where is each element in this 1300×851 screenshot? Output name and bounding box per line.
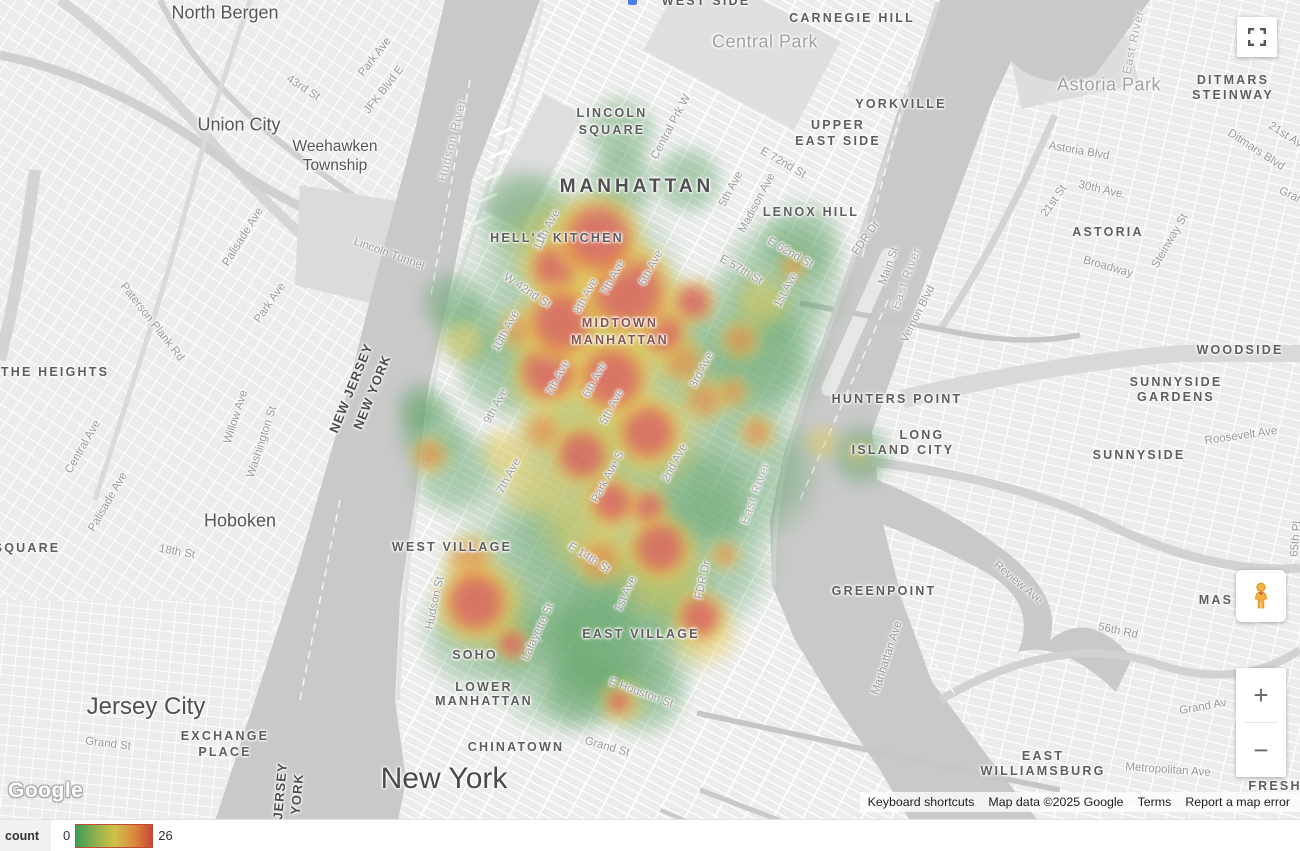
zoom-control: + − [1236, 668, 1286, 777]
zoom-divider [1244, 722, 1278, 723]
keyboard-shortcuts-link[interactable]: Keyboard shortcuts [867, 795, 975, 809]
place-marker-icon [628, 0, 637, 5]
legend-title: count [0, 820, 51, 851]
legend-max-value: 26 [158, 828, 173, 843]
pegman-icon [1255, 582, 1267, 609]
terms-link[interactable]: Terms [1137, 795, 1172, 809]
map-data-copyright: Map data ©2025 Google [988, 795, 1124, 809]
google-logo[interactable]: Google [8, 779, 84, 802]
legend-gradient-bar [75, 823, 154, 848]
report-map-error-link[interactable]: Report a map error [1185, 795, 1290, 809]
heatmap-legend: count 0 26 [0, 819, 1300, 851]
legend-min-value: 0 [63, 828, 71, 843]
fullscreen-button[interactable] [1237, 17, 1277, 57]
pegman-button[interactable] [1236, 570, 1286, 622]
fullscreen-icon [1248, 28, 1266, 46]
zoom-in-button[interactable]: + [1253, 679, 1269, 710]
attribution-bar: Keyboard shortcuts Map data ©2025 Google… [859, 792, 1300, 812]
zoom-out-button[interactable]: − [1253, 734, 1269, 765]
